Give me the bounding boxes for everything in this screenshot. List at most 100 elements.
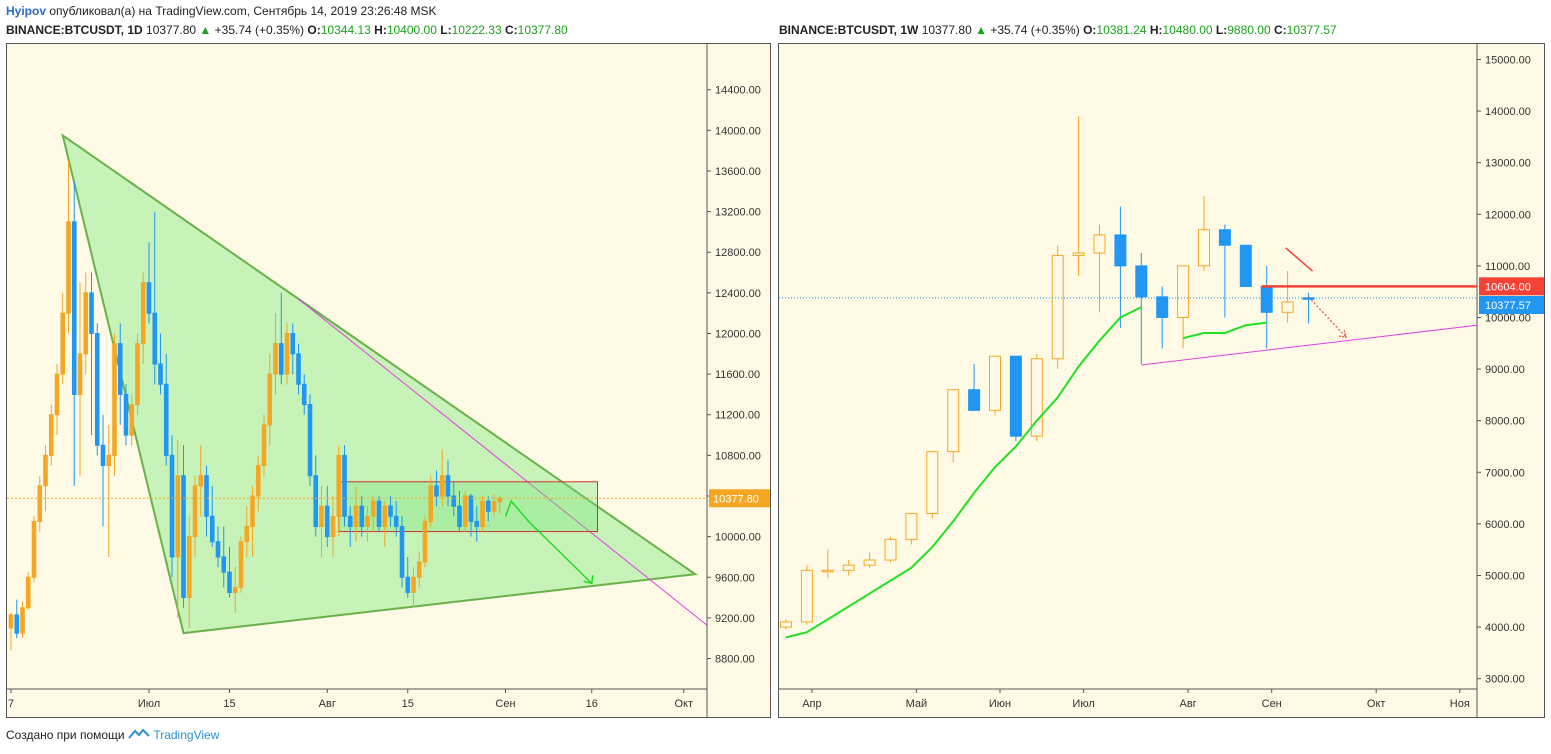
candle-body-down [158,363,163,385]
time-tick-label: Окт [1367,698,1386,710]
price-tick-label: 14000.00 [715,125,761,137]
projection-arrowhead [583,575,594,585]
resistance-price-label-bg [1479,277,1544,296]
time-tick-label: 15 [402,698,414,710]
time-tick-label: Сен [495,698,515,710]
candle-body-down [227,571,232,594]
time-tick-label: Окт [674,698,693,710]
weekly-chart-panel[interactable]: 15000.00 14000.00 13000.00 12000.00 11000.00… [778,43,1545,718]
candle-body-up [365,515,370,527]
candle-body-down [221,556,227,573]
right-change: +35.74 (+0.35%) [990,23,1080,37]
triangle-pattern [61,133,698,635]
price-tick-label: 8800.00 [715,654,755,666]
candle-body-down [1218,229,1231,246]
candle-body-up [198,475,204,487]
candle-body-up [428,485,434,522]
candle-body-down [445,475,451,497]
candle-body-down [204,475,209,517]
price-tick-label: 13200.00 [715,207,761,219]
candle-body-up [77,353,83,395]
candle-body-up [382,505,388,527]
candle-body-down [215,541,221,558]
right-last-price: 10377.80 [921,23,972,37]
candle-body-up [353,505,359,527]
candle-body-down [89,292,94,334]
candle-body-down [296,353,301,385]
price-tick-label: 12000.00 [1485,209,1531,221]
price-tick-label: 5000.00 [1485,570,1525,582]
candle-body-up [284,332,290,375]
tradingview-logo-icon [128,728,150,743]
candle-body-up [1072,252,1085,257]
support-line [1141,324,1478,366]
price-tick-label: 8000.00 [1485,416,1525,428]
last-price-label: 10377.57 [1485,300,1531,312]
candle-body-down [152,312,158,365]
candle-body-up [1198,229,1210,267]
candle-body-up [947,389,960,453]
price-tick-label: 4000.00 [1485,622,1525,634]
resistance-price-label: 10604.00 [1485,281,1531,293]
candle-body-up [175,475,181,558]
resistance-mark [1285,247,1313,272]
author-name[interactable]: Hyipov [6,4,47,18]
publish-text: опубликовал(а) на TradingView.com, Сентя… [49,4,437,18]
candle-body-down [146,282,152,314]
candle-body-up [480,500,485,527]
time-tick-label: Июн [989,698,1011,710]
candle-body-down [359,505,365,527]
candle-body-up [20,607,25,634]
candle-body-down [163,383,169,456]
price-tick-label: 11000.00 [1485,261,1530,273]
time-tick-label: Авг [1179,698,1196,710]
candle-body-up [31,520,37,578]
candle-body-down [1239,244,1252,288]
candle-body-up [83,292,89,355]
price-label-bg [709,489,770,508]
time-tick-label: Июл [1072,698,1094,710]
price-tick-label: 11600.00 [715,369,760,381]
left-symbol-info: BINANCE:BTCUSDT, 1D 10377.80 ▲ +35.74 (+… [6,23,568,37]
candle-body-down [301,383,307,406]
candle-body-up [780,621,792,628]
candle-body-down [347,515,353,527]
candle-body-up [863,559,876,566]
time-tick-label: Июл [138,698,160,710]
left-last-price: 10377.80 [146,23,197,37]
footer-brand[interactable]: TradingView [153,728,220,742]
price-tick-label: 10800.00 [715,450,761,462]
daily-chart-panel[interactable]: 14400.00 14000.00 13600.00 13200.00 12800.00… [6,43,771,718]
candle-body-down [451,495,457,507]
candle-body-up [330,515,336,538]
time-tick-label: Ноя [1450,698,1470,710]
candle-body-up [238,541,244,588]
candle-body-up [192,485,198,538]
time-tick-label: Май [906,698,928,710]
candle-body-down [1114,234,1127,267]
candle-body-down [209,515,215,543]
candle-body-up [37,485,43,522]
right-symbol-info: BINANCE:BTCUSDT, 1W 10377.80 ▲ +35.74 (+… [779,23,1337,37]
daily-chart[interactable]: 14400.00 14000.00 13600.00 13200.00 12800.00… [7,44,770,717]
candle-body-up [261,424,267,467]
candle-body-up [60,312,66,375]
candle-body-up [370,500,376,517]
weekly-chart[interactable]: 15000.00 14000.00 13000.00 12000.00 11000.00… [779,44,1544,717]
candle-body-up [273,343,278,375]
price-tick-label: 11200.00 [715,410,760,422]
right-change-arrow: ▲ [975,23,987,37]
candle-body-up [497,497,503,503]
candle-body-up [1030,358,1043,437]
price-tick-label: 14000.00 [1485,106,1531,118]
price-tick-label: 12400.00 [715,288,761,300]
time-tick-label: 16 [586,698,598,710]
price-label-text: 10377.80 [713,493,759,505]
candle-body-down [169,454,175,558]
candle-body-up [106,454,112,467]
candle-body-up [1051,255,1064,360]
candle-body-down [468,495,474,522]
candle-body-up [186,536,192,599]
candle-body-down [324,505,330,538]
candle-body-up [8,614,14,629]
